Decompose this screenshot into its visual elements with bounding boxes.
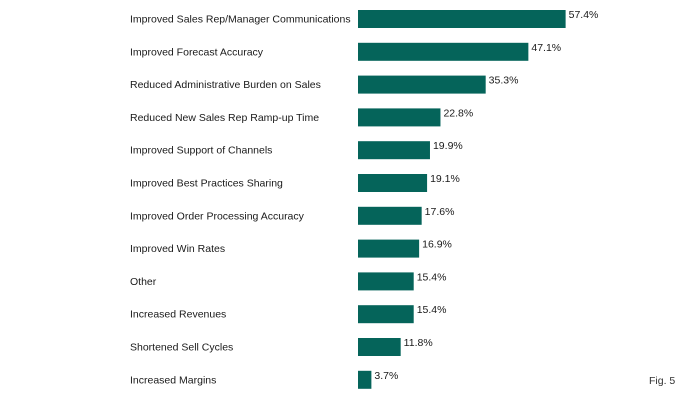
bar <box>358 206 422 225</box>
category-label: Shortened Sell Cycles <box>130 342 233 354</box>
category-label: Improved Best Practices Sharing <box>130 178 283 190</box>
category-label: Improved Sales Rep/Manager Communication… <box>130 14 351 26</box>
bar <box>358 108 441 127</box>
value-label: 15.4% <box>417 304 447 316</box>
value-label: 11.8% <box>404 337 433 349</box>
category-label: Improved Order Processing Accuracy <box>130 210 305 222</box>
value-label: 16.9% <box>422 239 452 251</box>
bar <box>358 42 529 61</box>
value-label: 17.6% <box>425 206 455 218</box>
value-label: 57.4% <box>569 9 599 21</box>
category-label: Reduced Administrative Burden on Sales <box>130 79 321 91</box>
figure-label: Fig. 5 <box>649 375 676 387</box>
value-label: 19.1% <box>430 173 460 185</box>
bar <box>358 10 566 28</box>
value-label: 22.8% <box>443 107 473 119</box>
category-label: Increased Margins <box>130 374 216 386</box>
bar <box>358 141 430 160</box>
bar <box>358 239 420 258</box>
category-label: Reduced New Sales Rep Ramp-up Time <box>130 112 319 124</box>
category-label: Improved Support of Channels <box>130 145 272 157</box>
category-label: Improved Forecast Accuracy <box>130 46 264 58</box>
bar <box>358 174 428 192</box>
bar <box>358 272 414 291</box>
value-label: 3.7% <box>374 370 398 382</box>
bar <box>358 75 486 94</box>
category-label: Increased Revenues <box>130 309 226 321</box>
value-label: 19.9% <box>433 140 463 152</box>
value-label: 47.1% <box>531 42 561 54</box>
bar <box>358 338 401 356</box>
bar <box>358 370 372 389</box>
bar <box>358 305 414 324</box>
value-label: 15.4% <box>417 271 447 283</box>
category-label: Improved Win Rates <box>130 243 225 255</box>
value-label: 35.3% <box>489 75 519 87</box>
category-label: Other <box>130 276 157 288</box>
